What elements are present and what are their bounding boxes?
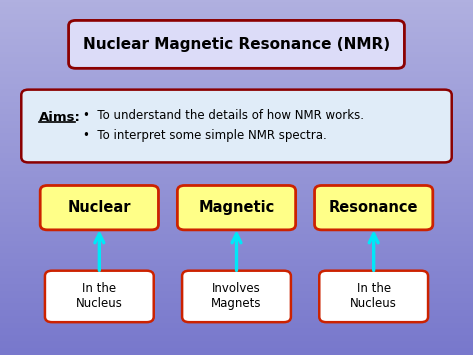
FancyBboxPatch shape (182, 271, 291, 322)
Text: Nuclear: Nuclear (68, 200, 131, 215)
Text: •  To understand the details of how NMR works.: • To understand the details of how NMR w… (83, 109, 364, 122)
FancyBboxPatch shape (177, 185, 296, 230)
Text: Nuclear Magnetic Resonance (NMR): Nuclear Magnetic Resonance (NMR) (83, 37, 390, 52)
Text: •  To interpret some simple NMR spectra.: • To interpret some simple NMR spectra. (83, 129, 326, 142)
FancyBboxPatch shape (45, 271, 154, 322)
Text: Aims:: Aims: (39, 111, 81, 124)
FancyBboxPatch shape (21, 90, 452, 162)
Text: In the
Nucleus: In the Nucleus (350, 283, 397, 310)
FancyBboxPatch shape (40, 185, 158, 230)
FancyBboxPatch shape (315, 185, 433, 230)
Text: Resonance: Resonance (329, 200, 419, 215)
FancyBboxPatch shape (319, 271, 428, 322)
Text: Involves
Magnets: Involves Magnets (211, 283, 262, 310)
FancyBboxPatch shape (69, 20, 404, 68)
Text: In the
Nucleus: In the Nucleus (76, 283, 123, 310)
Text: Magnetic: Magnetic (198, 200, 275, 215)
